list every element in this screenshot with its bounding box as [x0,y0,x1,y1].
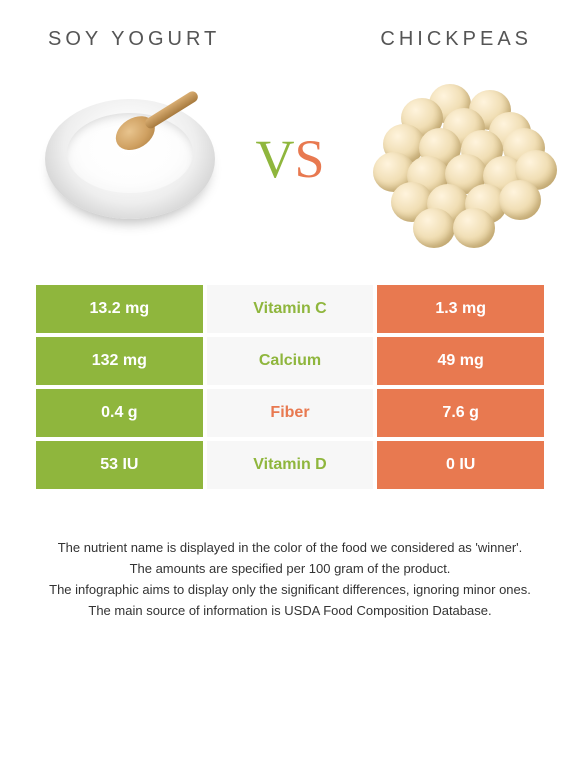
nutrient-name: Vitamin D [205,439,376,491]
left-value: 53 IU [34,439,205,491]
left-value: 132 mg [34,335,205,387]
footnote-line: The nutrient name is displayed in the co… [40,539,540,558]
vs-label: VS [255,132,324,186]
nutrient-name: Calcium [205,335,376,387]
vs-v: V [255,132,294,186]
left-value: 13.2 mg [34,283,205,335]
vs-s: S [294,132,324,186]
table-row: 13.2 mgVitamin C1.3 mg [34,283,546,335]
table-row: 0.4 gFiber7.6 g [34,387,546,439]
chickpea-icon [413,208,455,248]
right-value: 49 mg [375,335,546,387]
footnotes: The nutrient name is displayed in the co… [40,539,540,620]
nutrient-table: 13.2 mgVitamin C1.3 mg132 mgCalcium49 mg… [30,279,550,495]
food-left-title: Soy yogurt [48,28,220,51]
food-left-image [40,79,220,239]
right-value: 1.3 mg [375,283,546,335]
right-value: 0 IU [375,439,546,491]
nutrient-name: Vitamin C [205,283,376,335]
right-value: 7.6 g [375,387,546,439]
footnote-line: The infographic aims to display only the… [40,581,540,600]
chickpea-icon [453,208,495,248]
footnote-line: The amounts are specified per 100 gram o… [40,560,540,579]
table-row: 53 IUVitamin D0 IU [34,439,546,491]
food-right-title: Chickpeas [380,28,532,51]
food-right-image [360,79,540,239]
left-value: 0.4 g [34,387,205,439]
nutrient-name: Fiber [205,387,376,439]
image-row: VS [0,51,580,261]
chickpea-icon [499,180,541,220]
table-row: 132 mgCalcium49 mg [34,335,546,387]
footnote-line: The main source of information is USDA F… [40,602,540,621]
chickpea-pile-icon [365,84,535,234]
